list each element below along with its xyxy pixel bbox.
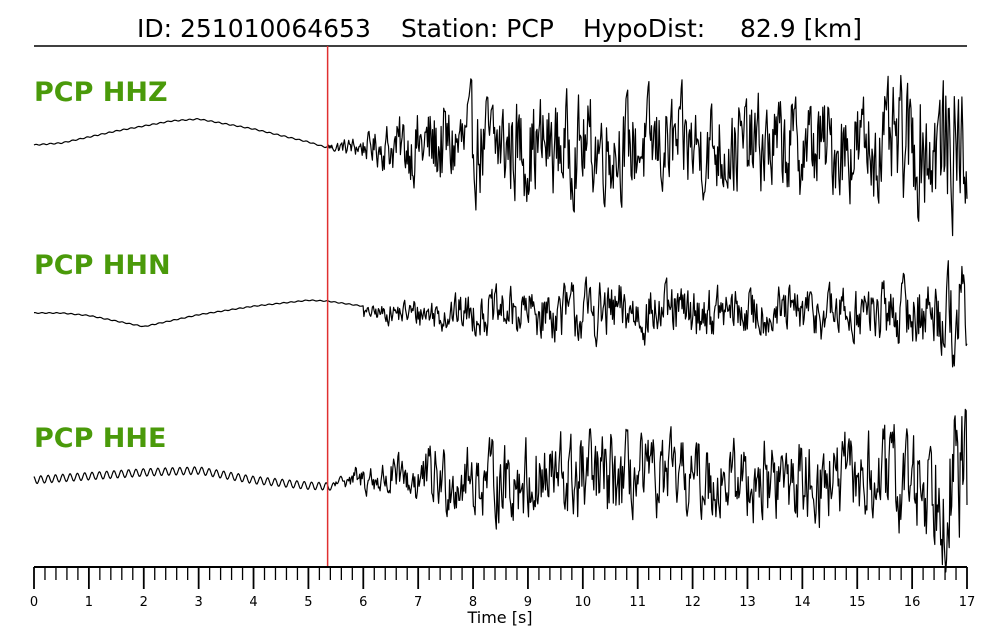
figure-title: ID: 251010064653 Station: PCP HypoDist: … [137,14,862,43]
time-axis-tick-label: 6 [359,595,367,610]
trace-hhe [33,408,968,573]
time-axis-tick-label: 1 [85,595,93,610]
time-axis-tick-label: 17 [959,595,976,610]
time-axis-tick-label: 3 [195,595,203,610]
title-station: Station: PCP [401,14,554,43]
trace-hhn [34,260,968,368]
time-axis-tick-label: 14 [794,595,811,610]
channel-label-hhn: PCP HHN [34,250,171,281]
time-axis-tick-label: 15 [849,595,866,610]
time-axis-tick-label: 9 [524,595,532,610]
time-axis-tick-label: 10 [575,595,592,610]
channel-label-hhe: PCP HHE [34,423,166,454]
time-axis-tick-label: 5 [304,595,312,610]
time-axis-tick-label: 16 [904,595,921,610]
time-axis-tick-label: 8 [469,595,477,610]
time-axis-tick-label: 4 [249,595,257,610]
title-event-id: ID: 251010064653 [137,14,371,43]
time-axis-ticks [33,567,968,589]
trace-hhz [33,74,968,237]
title-hypodist-value: 82.9 [km] [740,14,862,43]
time-axis-tick-label: 12 [684,595,701,610]
time-axis-tick-labels: 0 1 2 3 4 5 6 7 8 9 10 11 12 13 14 15 16 17 [30,595,975,610]
time-axis-tick-label: 7 [414,595,422,610]
time-axis-label: Time [s] [466,608,532,627]
channel-label-hhz: PCP HHZ [34,77,168,108]
time-axis-tick-label: 13 [739,595,756,610]
time-axis: 0 1 2 3 4 5 6 7 8 9 10 11 12 13 14 15 16 17 Time [s] [30,566,975,627]
title-hypodist-label: HypoDist: [583,14,705,43]
time-axis-tick-label: 2 [140,595,148,610]
time-axis-tick-label: 11 [629,595,646,610]
time-axis-tick-label: 0 [30,595,38,610]
